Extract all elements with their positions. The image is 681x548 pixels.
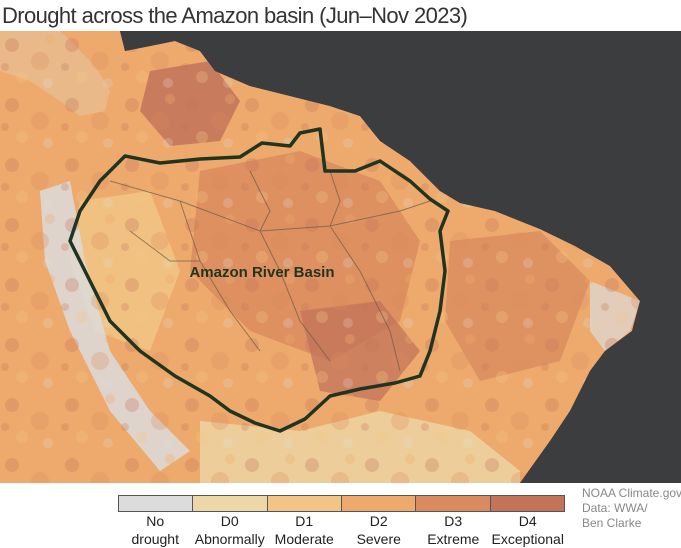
legend-swatch-5 [490,496,564,511]
legend-label-code-0: No [146,513,165,529]
legend-labels-bottom: drought Abnormally Moderate Severe Extreme Ex… [118,531,565,548]
legend-label-desc-2: Moderate [274,531,334,547]
legend-swatch-2 [267,496,342,511]
basin-label: Amazon River Basin [189,264,334,281]
drought-legend: No D0 D1 D2 D3 D4 drought Abnormally Moderate Se… [118,495,565,548]
legend-labels-top: No D0 D1 D2 D3 D4 [118,513,565,530]
legend-swatch-1 [193,496,268,511]
legend-label-code-5: D4 [518,513,537,529]
legend-swatch-4 [416,496,491,511]
legend-label-code-2: D1 [295,513,314,529]
credit-line-3: Ben Clarke [582,516,642,530]
drought-map: Amazon River Basin [0,31,681,483]
legend-swatch-0 [119,496,194,511]
legend-swatches [118,495,565,512]
legend-label-desc-3: Severe [356,531,401,547]
credit-line-1: NOAA Climate.gov [582,486,681,500]
source-credit: NOAA Climate.gov Data: WWA/ Ben Clarke [582,486,681,531]
legend-label-desc-0: drought [131,531,179,547]
river-network [109,170,431,372]
legend-swatch-3 [341,496,417,511]
legend-label-code-4: D3 [444,513,463,529]
legend-label-desc-4: Extreme [427,531,480,547]
legend-label-desc-5: Exceptional [491,531,564,547]
credit-line-2: Data: WWA/ [582,501,648,515]
ocean-northeast [120,31,681,483]
legend-label-code-3: D2 [369,513,388,529]
map-title: Drought across the Amazon basin (Jun–Nov… [2,3,468,28]
legend-label-desc-1: Abnormally [194,531,265,547]
amazon-basin-outline [68,127,450,433]
legend-label-code-1: D0 [220,513,239,529]
